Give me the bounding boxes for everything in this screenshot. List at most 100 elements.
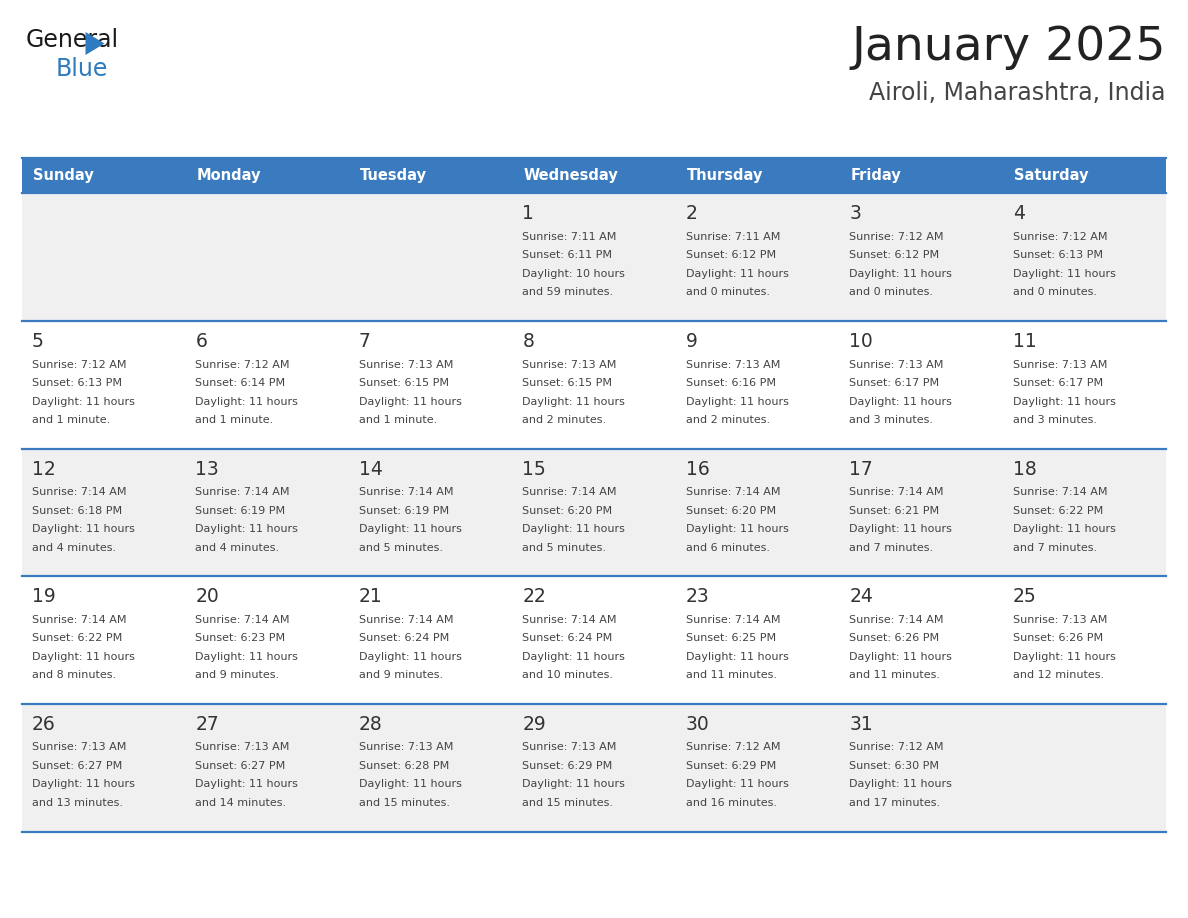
Text: 21: 21 xyxy=(359,588,383,606)
Bar xyxy=(349,158,512,194)
Text: Sunset: 6:24 PM: Sunset: 6:24 PM xyxy=(523,633,613,644)
Bar xyxy=(23,449,1165,577)
Text: and 1 minute.: and 1 minute. xyxy=(359,415,437,425)
Text: Sunrise: 7:14 AM: Sunrise: 7:14 AM xyxy=(32,487,126,498)
Text: Daylight: 11 hours: Daylight: 11 hours xyxy=(685,397,789,407)
Text: January 2025: January 2025 xyxy=(852,25,1165,70)
Text: Sunset: 6:13 PM: Sunset: 6:13 PM xyxy=(32,378,122,388)
Bar xyxy=(1003,158,1165,194)
Text: Sunset: 6:23 PM: Sunset: 6:23 PM xyxy=(196,633,285,644)
Text: and 0 minutes.: and 0 minutes. xyxy=(849,287,933,297)
Bar xyxy=(676,158,839,194)
Text: 6: 6 xyxy=(196,332,207,351)
Text: General: General xyxy=(26,28,119,52)
Text: and 2 minutes.: and 2 minutes. xyxy=(685,415,770,425)
Text: Sunrise: 7:12 AM: Sunrise: 7:12 AM xyxy=(1012,232,1107,242)
Text: Daylight: 11 hours: Daylight: 11 hours xyxy=(32,652,135,662)
Text: 8: 8 xyxy=(523,332,535,351)
Text: Daylight: 11 hours: Daylight: 11 hours xyxy=(32,397,135,407)
Text: Sunrise: 7:13 AM: Sunrise: 7:13 AM xyxy=(685,360,781,370)
Text: Sunrise: 7:12 AM: Sunrise: 7:12 AM xyxy=(196,360,290,370)
Text: Sunrise: 7:13 AM: Sunrise: 7:13 AM xyxy=(1012,360,1107,370)
Text: and 59 minutes.: and 59 minutes. xyxy=(523,287,613,297)
Text: Sunrise: 7:12 AM: Sunrise: 7:12 AM xyxy=(849,232,943,242)
Text: 20: 20 xyxy=(196,588,219,606)
Text: and 13 minutes.: and 13 minutes. xyxy=(32,798,124,808)
Text: Sunset: 6:29 PM: Sunset: 6:29 PM xyxy=(685,761,776,771)
Text: Daylight: 11 hours: Daylight: 11 hours xyxy=(685,652,789,662)
Text: 10: 10 xyxy=(849,332,873,351)
Text: Sunrise: 7:12 AM: Sunrise: 7:12 AM xyxy=(849,743,943,753)
Text: Sunrise: 7:14 AM: Sunrise: 7:14 AM xyxy=(1012,487,1107,498)
Text: Sunset: 6:27 PM: Sunset: 6:27 PM xyxy=(196,761,285,771)
Text: Daylight: 11 hours: Daylight: 11 hours xyxy=(32,524,135,534)
Text: Daylight: 11 hours: Daylight: 11 hours xyxy=(685,269,789,279)
Text: Daylight: 11 hours: Daylight: 11 hours xyxy=(196,652,298,662)
Text: Daylight: 11 hours: Daylight: 11 hours xyxy=(359,397,462,407)
Text: Airoli, Maharashtra, India: Airoli, Maharashtra, India xyxy=(870,81,1165,105)
Text: Sunset: 6:25 PM: Sunset: 6:25 PM xyxy=(685,633,776,644)
Text: Sunset: 6:24 PM: Sunset: 6:24 PM xyxy=(359,633,449,644)
Text: Sunrise: 7:14 AM: Sunrise: 7:14 AM xyxy=(849,487,943,498)
Text: Sunset: 6:26 PM: Sunset: 6:26 PM xyxy=(849,633,940,644)
Text: Sunset: 6:17 PM: Sunset: 6:17 PM xyxy=(849,378,940,388)
Text: 15: 15 xyxy=(523,460,546,478)
Bar xyxy=(23,704,1165,832)
Text: Sunrise: 7:14 AM: Sunrise: 7:14 AM xyxy=(359,615,454,625)
Text: Sunrise: 7:13 AM: Sunrise: 7:13 AM xyxy=(849,360,943,370)
Text: Daylight: 11 hours: Daylight: 11 hours xyxy=(523,652,625,662)
Text: 22: 22 xyxy=(523,588,546,606)
Text: 14: 14 xyxy=(359,460,383,478)
Text: Blue: Blue xyxy=(56,57,108,81)
Text: Sunrise: 7:14 AM: Sunrise: 7:14 AM xyxy=(523,487,617,498)
Text: and 11 minutes.: and 11 minutes. xyxy=(849,670,940,680)
Text: Sunset: 6:14 PM: Sunset: 6:14 PM xyxy=(196,378,285,388)
Text: 29: 29 xyxy=(523,715,546,733)
Text: Sunrise: 7:14 AM: Sunrise: 7:14 AM xyxy=(685,615,781,625)
Text: Daylight: 11 hours: Daylight: 11 hours xyxy=(849,524,952,534)
Text: Tuesday: Tuesday xyxy=(360,168,426,184)
Text: 30: 30 xyxy=(685,715,709,733)
Text: Sunset: 6:12 PM: Sunset: 6:12 PM xyxy=(685,251,776,261)
Text: Monday: Monday xyxy=(196,168,261,184)
Text: Daylight: 11 hours: Daylight: 11 hours xyxy=(359,524,462,534)
Text: Sunrise: 7:14 AM: Sunrise: 7:14 AM xyxy=(523,615,617,625)
Text: 4: 4 xyxy=(1012,205,1024,223)
Text: Daylight: 11 hours: Daylight: 11 hours xyxy=(1012,652,1116,662)
Text: Daylight: 11 hours: Daylight: 11 hours xyxy=(523,397,625,407)
Text: 19: 19 xyxy=(32,588,56,606)
Text: Daylight: 11 hours: Daylight: 11 hours xyxy=(849,397,952,407)
Text: Daylight: 11 hours: Daylight: 11 hours xyxy=(32,779,135,789)
Text: Sunday: Sunday xyxy=(33,168,94,184)
Text: and 7 minutes.: and 7 minutes. xyxy=(849,543,934,553)
Text: and 9 minutes.: and 9 minutes. xyxy=(196,670,279,680)
Polygon shape xyxy=(86,32,105,55)
Text: 5: 5 xyxy=(32,332,44,351)
Text: Sunrise: 7:13 AM: Sunrise: 7:13 AM xyxy=(1012,615,1107,625)
Text: Sunset: 6:20 PM: Sunset: 6:20 PM xyxy=(685,506,776,516)
Text: and 5 minutes.: and 5 minutes. xyxy=(523,543,606,553)
Text: Daylight: 11 hours: Daylight: 11 hours xyxy=(1012,524,1116,534)
Text: Sunrise: 7:12 AM: Sunrise: 7:12 AM xyxy=(32,360,126,370)
Text: Daylight: 11 hours: Daylight: 11 hours xyxy=(685,779,789,789)
Text: Sunrise: 7:13 AM: Sunrise: 7:13 AM xyxy=(359,743,454,753)
Text: Sunrise: 7:11 AM: Sunrise: 7:11 AM xyxy=(523,232,617,242)
Text: Sunrise: 7:14 AM: Sunrise: 7:14 AM xyxy=(359,487,454,498)
Text: and 0 minutes.: and 0 minutes. xyxy=(685,287,770,297)
Text: Daylight: 11 hours: Daylight: 11 hours xyxy=(849,779,952,789)
Text: Wednesday: Wednesday xyxy=(523,168,618,184)
Text: and 8 minutes.: and 8 minutes. xyxy=(32,670,116,680)
Text: Daylight: 11 hours: Daylight: 11 hours xyxy=(849,652,952,662)
Text: and 7 minutes.: and 7 minutes. xyxy=(1012,543,1097,553)
Text: Sunset: 6:22 PM: Sunset: 6:22 PM xyxy=(32,633,122,644)
Text: Sunset: 6:17 PM: Sunset: 6:17 PM xyxy=(1012,378,1102,388)
Text: Daylight: 10 hours: Daylight: 10 hours xyxy=(523,269,625,279)
Text: Sunset: 6:22 PM: Sunset: 6:22 PM xyxy=(1012,506,1102,516)
Text: Daylight: 11 hours: Daylight: 11 hours xyxy=(196,779,298,789)
Bar xyxy=(185,158,349,194)
Text: Sunrise: 7:13 AM: Sunrise: 7:13 AM xyxy=(359,360,454,370)
Text: and 12 minutes.: and 12 minutes. xyxy=(1012,670,1104,680)
Text: Daylight: 11 hours: Daylight: 11 hours xyxy=(196,397,298,407)
Text: 26: 26 xyxy=(32,715,56,733)
Text: 9: 9 xyxy=(685,332,697,351)
